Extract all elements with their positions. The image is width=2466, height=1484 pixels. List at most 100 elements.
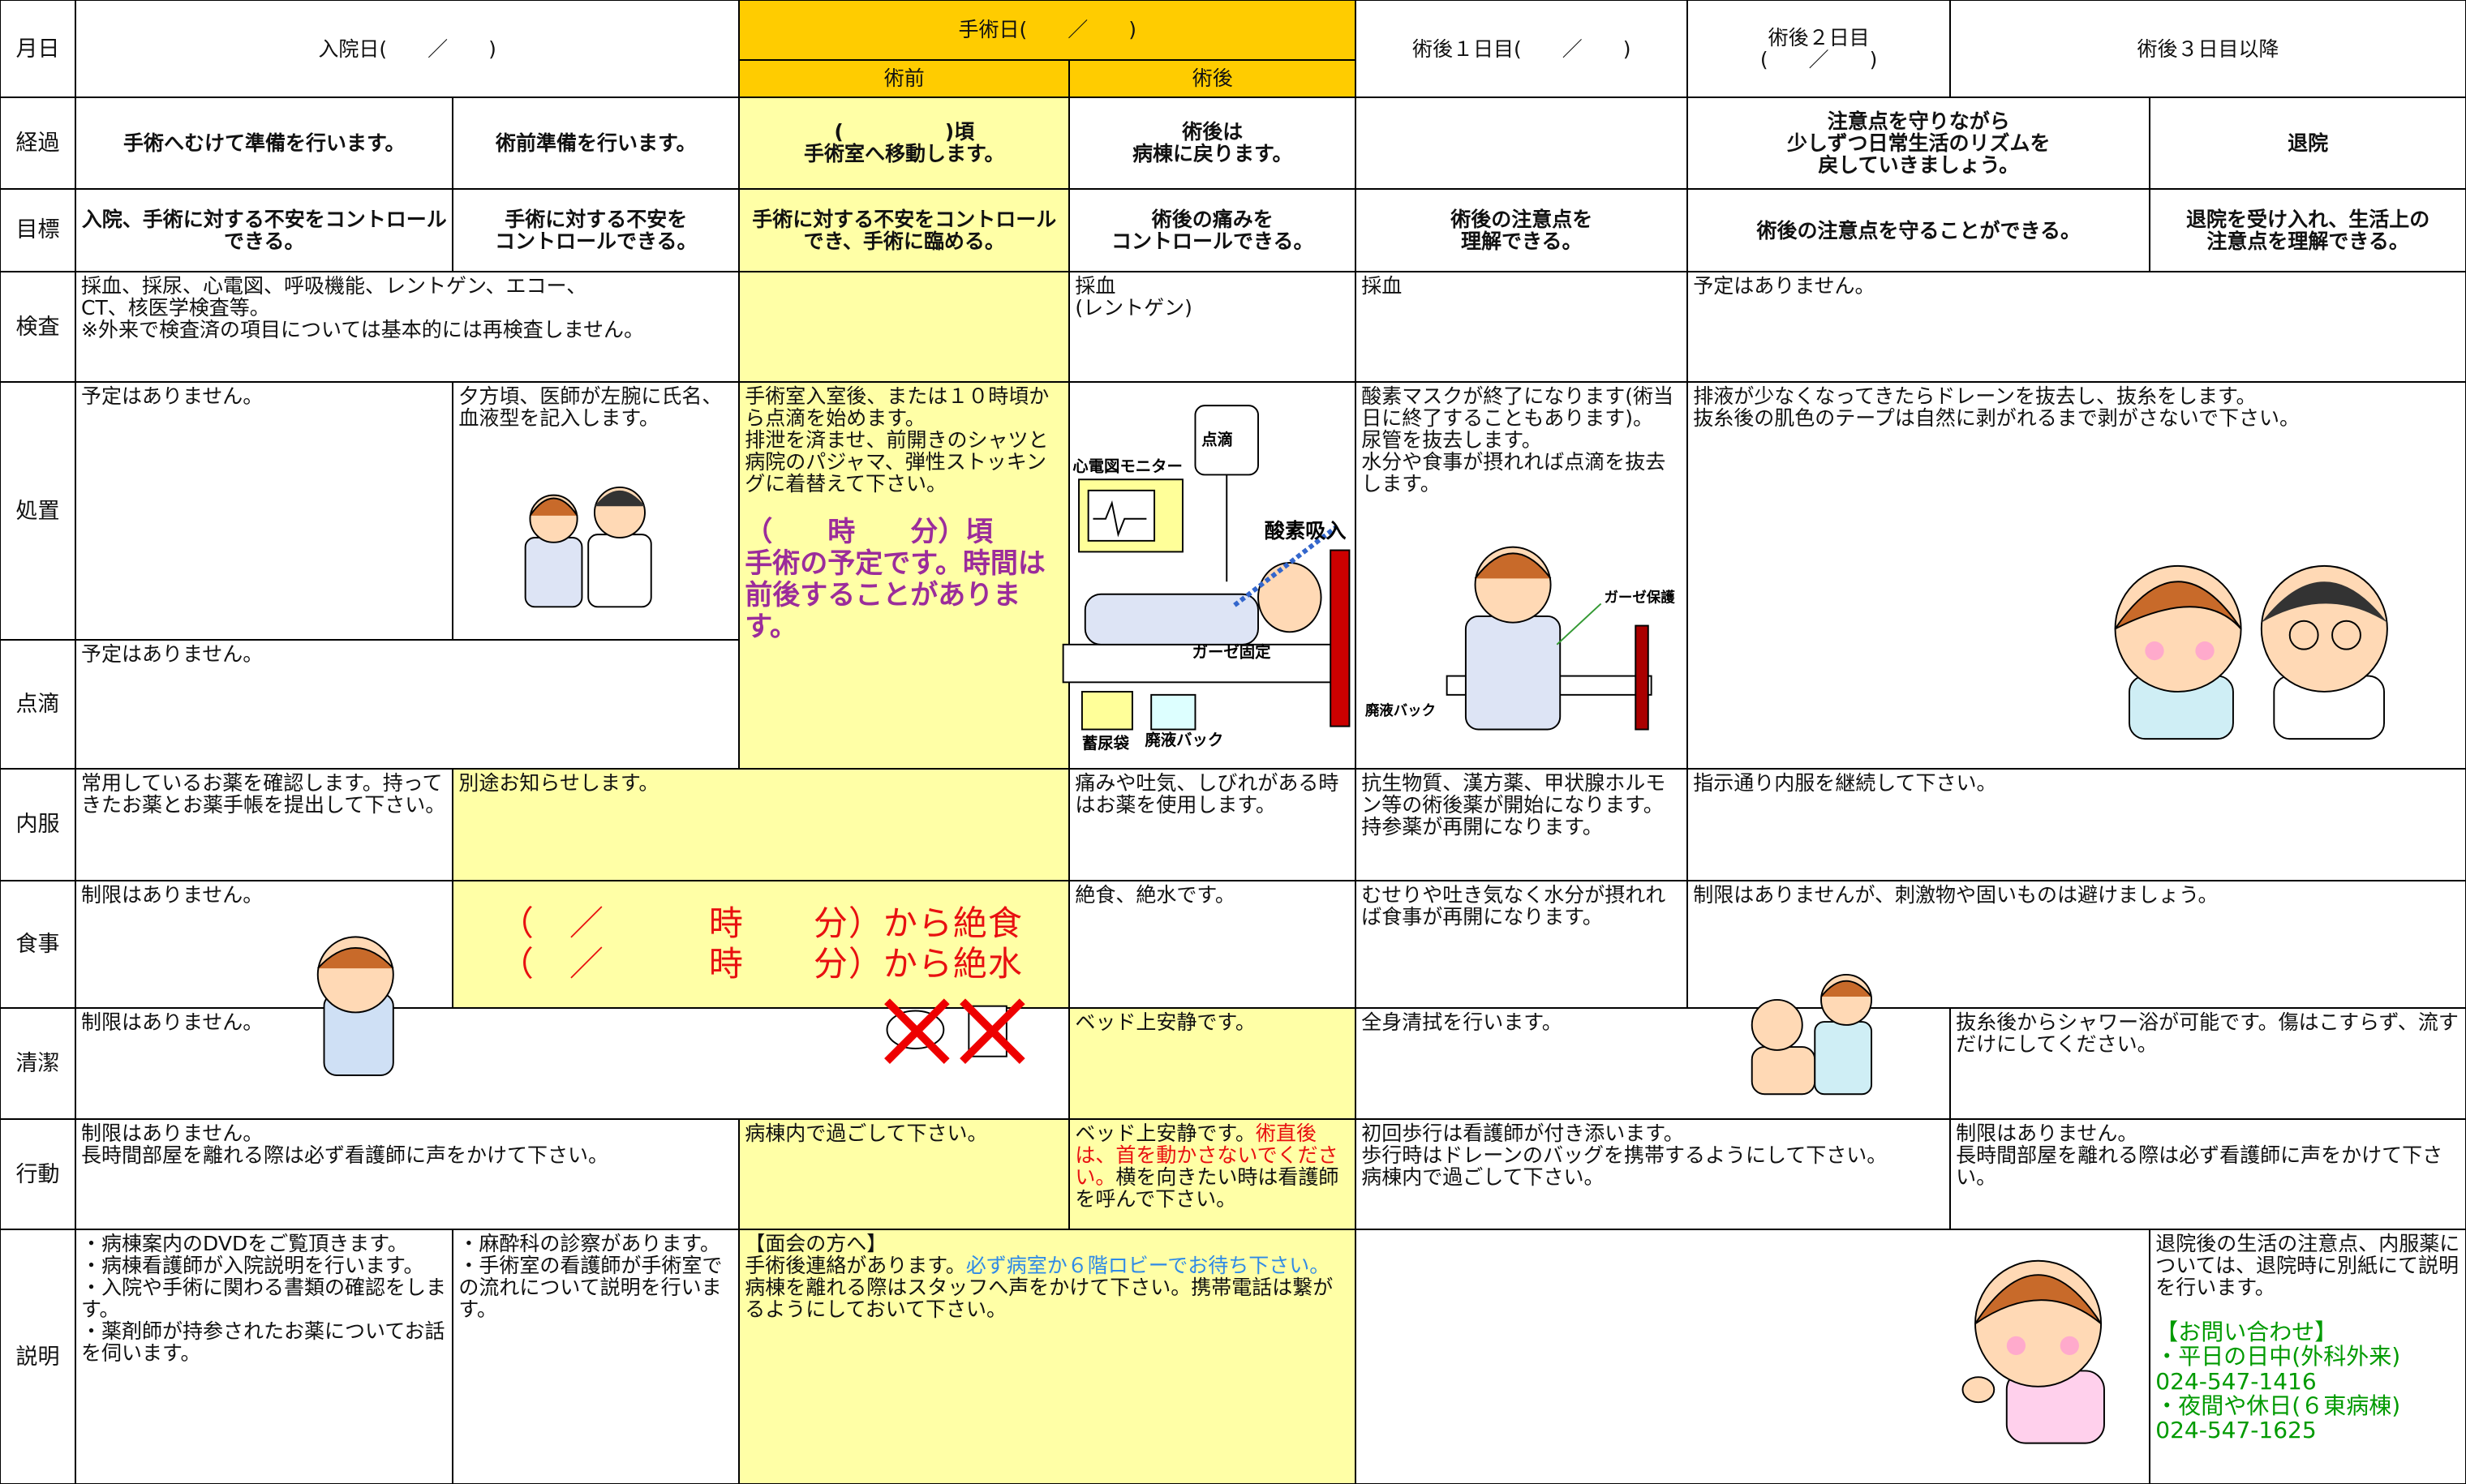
cell: 術前準備を行います。 [452,97,741,190]
cell: 退院後の生活の注意点、内服薬については、退院時に別紙にて説明を行います。 【お問… [2149,1229,2466,1484]
cell: 予定はありません。 [75,381,454,641]
cell-text: 検査 [15,314,60,340]
cell-text: むせりや吐き気なく水分が摂れれば食事が再開になります。 [1361,882,1666,929]
cell-content: 入院、手術に対する不安をコントロールできる。 [81,208,447,252]
cell-text: 指示通り内服を継続して下さい。 [1693,771,1997,796]
cell-text: ・病棟案内のDVDをご覧頂きます。 ・病棟看護師が入院説明を行います。 ・入院や… [81,1232,447,1366]
row-label: 内服 [0,768,77,881]
cell-text: 抜糸後からシャワー浴が可能です。傷はこすらず、流すだけにしてください。 [1956,1010,2459,1056]
cell-text: 処置 [15,498,60,524]
cell-text: 点滴 [15,691,60,717]
cell: 病棟内で過ごして下さい。 [738,1118,1071,1231]
cell-text: 【お問い合わせ】 ・平日の日中(外科外来) 024-547-1416 ・夜間や休… [2155,1319,2401,1444]
cell: 排液が少なくなってきたらドレーンを抜去し、抜糸をします。 抜糸後の肌色のテープは… [1686,381,2466,770]
cell-text: ・麻酔科の診察があります。 ・手術室の看護師が手術室での流れについて説明を行いま… [458,1232,723,1322]
cell-content: 絶食、絶水です。 [1075,884,1350,906]
cell: 術後の痛みを コントロールできる。 [1068,187,1357,273]
cell-text: 退院後の生活の注意点、内服薬については、退院時に別紙にて説明を行います。 [2155,1232,2460,1300]
cell-text: 術前 [883,66,925,91]
cell-content: 手術に対する不安を コントロールできる。 [495,208,698,252]
cell-text: 術後は 病棟に戻ります。 [1132,120,1293,166]
cell-content: 予定はありません。 [81,643,733,665]
cell-text: 術後１日目( ／ ) [1412,36,1631,61]
cell-text: 手術へむけて準備を行います。 [122,131,406,155]
cell-content: 酸素マスクが終了になります(術当日に終了することもあります)。 尿管を抜去します… [1361,385,1682,495]
cell-text: 説明 [15,1344,60,1370]
cell: むせりや吐き気なく水分が摂れれば食事が再開になります。 [1355,879,1689,1009]
cell-content: 制限はありません。 長時間部屋を離れる際は必ず看護師に声をかけて下さい。 [81,1122,733,1166]
cell: 絶食、絶水です。 [1068,879,1357,1009]
cell-text: 食事 [15,931,60,957]
cell: 指示通り内服を継続して下さい。 [1686,768,2466,881]
cell-text: 行動 [15,1161,60,1187]
cell-text: 入院日( ／ ) [318,36,496,61]
cell-text: 採血 (レントゲン) [1075,274,1192,320]
cell-text: 別途お知らせします。 [458,771,659,796]
cell-content: 夕方頃、医師が左腕に氏名、血液型を記入します。 [458,385,733,429]
cell-text: 採血、採尿、心電図、呼吸機能、レントゲン、エコー、 CT、核医学検査等。 ※外来… [81,274,644,342]
cell-text: 手術に対する不安を コントロールできる。 [495,208,698,254]
cell: 術後の注意点を守ることができる。 [1686,187,2151,273]
cell-content: 採血、採尿、心電図、呼吸機能、レントゲン、エコー、 CT、核医学検査等。 ※外来… [81,275,733,341]
cell-content: 予定はありません。 [81,385,447,407]
cell-text: 採血 [1361,274,1403,298]
cell-text: 注意点を守りながら 少しずつ日常生活のリズムを 戻していきましょう。 [1787,109,2051,177]
cell-text: 病棟内で過ごして下さい。 [745,1122,988,1146]
cell-content: 術後の注意点を 理解できる。 [1450,208,1592,252]
cell-text: 制限はありません。 [81,1010,264,1034]
cell: 初回歩行は看護師が付き添います。 歩行時はドレーンのバッグを携帯するようにして下… [1355,1118,1952,1231]
cell-content: 術後１日目( ／ ) [1412,38,1631,60]
cell-text: 術前準備を行います。 [496,131,697,155]
cell-content: 術前準備を行います。 [496,132,697,154]
cell-text: 初回歩行は看護師が付き添います。 歩行時はドレーンのバッグを携帯するようにして下… [1361,1122,1888,1190]
cell: 制限はありませんが、刺激物や固いものは避けましょう。 [1686,879,2466,1009]
cell-text: 予定はありません。 [1693,274,1875,298]
cell-text: 清潔 [15,1050,60,1076]
cell-content: 術後は 病棟に戻ります。 [1132,121,1293,165]
cell: 手術室入室後、または１０時頃から点滴を始めます。 排泄を済ませ、前開きのシャツと… [738,381,1071,770]
cell-text: 常用しているお薬を確認します。持ってきたお薬とお薬手帳を提出して下さい。 [81,771,446,817]
cell: 退院 [2149,97,2466,190]
cell-content: 退院を受け入れ、生活上の 注意点を理解できる。 [2186,208,2429,252]
header-cell: 術後２日目 ( ／ ) [1686,0,1952,99]
cell: 予定はありません。 [1686,271,2466,384]
row-label: 行動 [0,1118,77,1231]
cell-content: 退院 [2288,132,2328,154]
cell-content: 手術日( ／ ) [958,19,1136,41]
cell: 【面会の方へ】 手術後連絡があります。必ず病室か６階ロビーでお待ち下さい。 病棟… [738,1229,1357,1484]
cell-text: ( )頃 手術室へ移動します。 [804,120,1005,166]
header-cell: 手術日( ／ ) [738,0,1357,61]
cell: 抜糸後からシャワー浴が可能です。傷はこすらず、流すだけにしてください。 [1949,1006,2466,1121]
cell: （ ／ 時 分）から絶食 （ ／ 時 分）から絶水 [452,879,1071,1009]
cell-text: 酸素マスクが終了になります(術当日に終了することもあります)。 尿管を抜去します… [1361,384,1673,496]
row-label: 経過 [0,97,77,190]
cell-text: 内服 [15,812,60,838]
cell: 退院を受け入れ、生活上の 注意点を理解できる。 [2149,187,2466,273]
cell-text: 退院 [2288,131,2329,155]
cell-text: ベッド上安静です。 [1075,1010,1256,1034]
cell: 制限はありません。 長時間部屋を離れる際は必ず看護師に声をかけて下さい。 [75,1118,741,1231]
cell-text: 術後３日目以降 [2137,36,2279,61]
cell-text: 術後の注意点を 理解できる。 [1450,208,1593,254]
cell: 入院、手術に対する不安をコントロールできる。 [75,187,454,273]
cell-content: 退院後の生活の注意点、内服薬については、退院時に別紙にて説明を行います。 【お問… [2155,1233,2460,1443]
cell: 痛みや吐気、しびれがある時はお薬を使用します。 [1068,768,1357,881]
cell-content: 注意点を守りながら 少しずつ日常生活のリズムを 戻していきましょう。 [1787,110,2051,176]
cell-content: 病棟内で過ごして下さい。 [745,1122,1063,1144]
cell: ベッド上安静です。 [1068,1006,1357,1121]
cell: ・病棟案内のDVDをご覧頂きます。 ・病棟看護師が入院説明を行います。 ・入院や… [75,1229,454,1484]
cell-content: 制限はありません。 長時間部屋を離れる際は必ず看護師に声をかけて下さい。 [1956,1122,2460,1188]
cell-content: 痛みや吐気、しびれがある時はお薬を使用します。 [1075,772,1350,816]
cell-text: 制限はありません。 長時間部屋を離れる際は必ず看護師に声をかけて下さい。 [81,1122,609,1168]
cell [1068,381,1357,770]
row-label: 目標 [0,187,77,273]
cell-content: ・麻酔科の診察があります。 ・手術室の看護師が手術室での流れについて説明を行いま… [458,1233,733,1320]
cell-content: ( )頃 手術室へ移動します。 [804,121,1005,165]
cell [1355,97,1689,190]
cell-text: （ 時 分）頃 手術の予定です。時間は前後することがあります。 [745,516,1046,644]
cell: 制限はありません。 [75,1006,1071,1121]
cell-text: 手術に対する不安をコントロールでき、手術に臨める。 [752,208,1057,254]
cell-text: 目標 [15,217,60,243]
cell-content: 制限はありませんが、刺激物や固いものは避けましょう。 [1693,884,2460,906]
